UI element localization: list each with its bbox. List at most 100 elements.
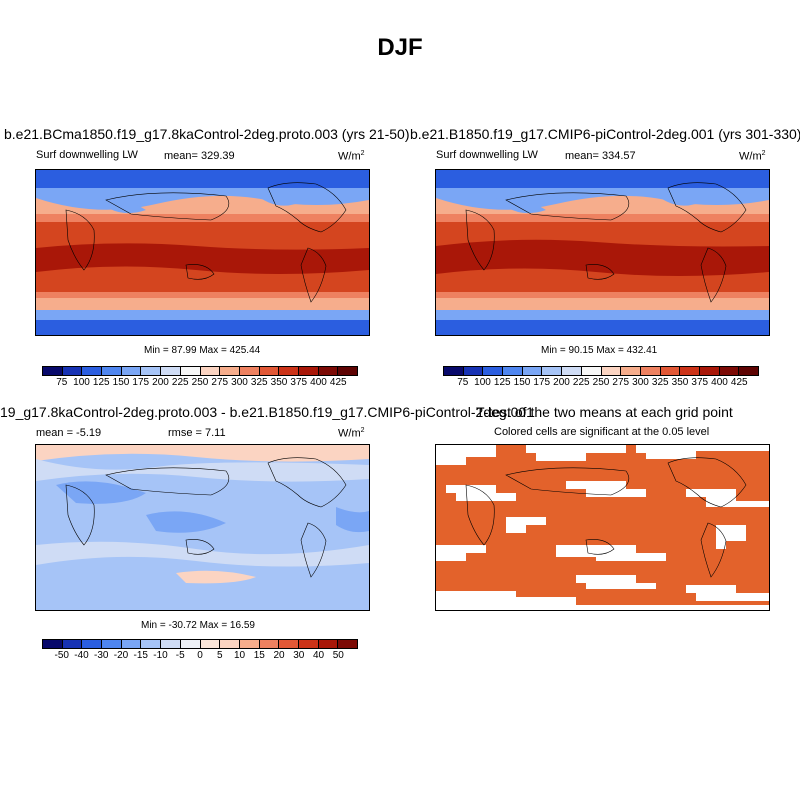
colorbar-tick-label: 200 (152, 377, 169, 388)
colorbar-swatch (220, 367, 240, 375)
mean-label-top-left: mean= 329.39 (164, 150, 235, 162)
colorbar-swatch (43, 640, 63, 648)
colorbar-swatch (62, 640, 83, 648)
colorbar-swatch (444, 367, 464, 375)
colorbar-swatch (161, 640, 181, 648)
colorbar-tick-label: 275 (612, 377, 630, 388)
colorbar-swatch (621, 367, 641, 375)
minmax-top-left: Min = 87.99 Max = 425.44 (144, 345, 261, 356)
colorbar-tick-label: 200 (553, 377, 570, 388)
colorbar-tick-label: 20 (273, 650, 285, 661)
map-bottom-left (35, 444, 370, 611)
colorbar-tick-label: 175 (533, 377, 551, 388)
colorbar-swatch (141, 640, 162, 648)
colorbar-tick-label: 225 (171, 377, 189, 388)
colorbar-tick-label: 15 (253, 650, 265, 661)
colorbar-swatch (200, 640, 221, 648)
colorbar-ticks-top-left: 75 100 125 150 175 200 225 250 275 300 325 350 375 40… (42, 377, 358, 389)
minmax-bottom-left: Min = -30.72 Max = 16.59 (141, 620, 255, 631)
colorbar-tick-label: -20 (113, 650, 129, 661)
colorbar-swatch (102, 367, 122, 375)
colorbar-swatch (601, 367, 622, 375)
colorbar-tick-label: 100 (73, 377, 90, 388)
colorbar-swatch (161, 367, 181, 375)
colorbar-tick-label: 75 (56, 377, 68, 388)
colorbar-tick-label: -40 (74, 650, 89, 661)
colorbar-tick-label: 375 (290, 377, 308, 388)
colorbar-swatch (239, 367, 260, 375)
colorbar-swatch (82, 367, 103, 375)
colorbar-top-left (42, 366, 358, 376)
colorbar-tick-label: 100 (474, 377, 491, 388)
mean-label-bottom-left: mean = -5.19 (36, 427, 102, 439)
colorbar-swatch (699, 367, 720, 375)
colorbar-tick-label: -15 (133, 650, 148, 661)
colorbar-tick-label: 175 (132, 377, 150, 388)
colorbar-tick-label: 125 (493, 377, 511, 388)
colorbar-swatch (562, 367, 582, 375)
colorbar-swatch (239, 640, 260, 648)
panel-title-top-left: b.e21.BCma1850.f19_g17.8kaControl-2deg.p… (4, 126, 410, 142)
colorbar-tick-label: 40 (312, 650, 325, 661)
colorbar-tick-label: 325 (651, 377, 669, 388)
colorbar-tick-label: 250 (592, 377, 610, 388)
colorbar-tick-label: 425 (329, 377, 347, 388)
units-label-top-left: W/m2 (338, 150, 365, 163)
colorbar-swatch (338, 367, 357, 375)
variable-label-top-left: Surf downwelling LW (36, 149, 138, 161)
mean-label-top-right: mean= 334.57 (565, 150, 636, 162)
ttest-subtitle: Colored cells are significant at the 0.0… (494, 426, 710, 438)
variable-label-top-right: Surf downwelling LW (436, 149, 538, 161)
panel-title-top-right: b.e21.B1850.f19_g17.CMIP6-piControl-2deg… (410, 126, 800, 142)
colorbar-swatch (279, 640, 299, 648)
colorbar-swatch (522, 367, 543, 375)
colorbar-tick-label: 325 (250, 377, 268, 388)
map-top-right (435, 169, 770, 336)
colorbar-swatch (298, 640, 319, 648)
colorbar-swatch (463, 367, 484, 375)
colorbar-top-right (443, 366, 759, 376)
colorbar-tick-label: 125 (92, 377, 110, 388)
colorbar-tick-label: -5 (175, 650, 185, 661)
colorbar-bottom-left (42, 639, 358, 649)
rmse-label-bottom-left: rmse = 7.11 (168, 427, 226, 439)
colorbar-swatch (318, 640, 339, 648)
colorbar-swatch (180, 367, 201, 375)
colorbar-ticks-top-right: 75 100 125 150 175 200 225 250 275 300 325 350 375 40… (443, 377, 759, 389)
colorbar-swatch (483, 367, 504, 375)
colorbar-tick-label: 30 (293, 650, 305, 661)
colorbar-tick-label: -50 (54, 650, 69, 661)
surface-lw-map-piControl (436, 170, 769, 335)
colorbar-tick-label: 150 (513, 377, 531, 388)
colorbar-swatch (200, 367, 221, 375)
colorbar-swatch (121, 367, 142, 375)
colorbar-swatch (719, 367, 740, 375)
colorbar-tick-label: -10 (153, 650, 168, 661)
colorbar-tick-label: 400 (310, 377, 327, 388)
page-title: DJF (377, 34, 423, 61)
difference-map (36, 445, 369, 610)
map-bottom-right (435, 444, 770, 611)
colorbar-swatch (82, 640, 103, 648)
colorbar-tick-label: 5 (216, 650, 223, 661)
units-label-bottom-left: W/m2 (338, 427, 365, 440)
colorbar-tick-label: 250 (191, 377, 209, 388)
colorbar-tick-label: -30 (94, 650, 109, 661)
colorbar-swatch (259, 640, 280, 648)
colorbar-tick-label: 0 (197, 650, 203, 661)
colorbar-swatch (298, 367, 319, 375)
minmax-top-right: Min = 90.15 Max = 432.41 (541, 345, 658, 356)
colorbar-swatch (259, 367, 280, 375)
colorbar-swatch (141, 367, 162, 375)
colorbar-swatch (660, 367, 681, 375)
colorbar-tick-label: 275 (211, 377, 229, 388)
colorbar-swatch (62, 367, 83, 375)
colorbar-tick-label: 350 (671, 377, 689, 388)
colorbar-tick-label: 75 (457, 377, 469, 388)
colorbar-swatch (338, 640, 357, 648)
colorbar-tick-label: 400 (711, 377, 728, 388)
colorbar-swatch (640, 367, 661, 375)
colorbar-tick-label: 150 (112, 377, 130, 388)
colorbar-swatch (43, 367, 63, 375)
colorbar-swatch (581, 367, 602, 375)
